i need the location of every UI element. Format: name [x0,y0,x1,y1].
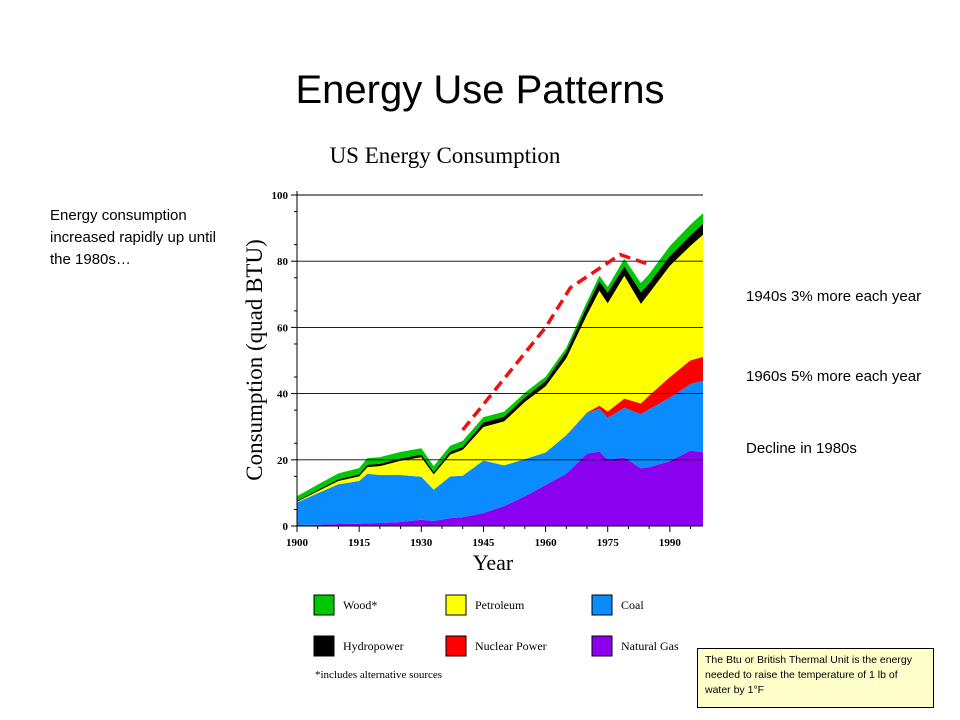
x-tick-label: 1945 [472,537,495,549]
legend-label-wood: Wood* [343,598,377,612]
x-axis-label: Year [473,550,514,575]
y-tick-label: 20 [277,455,289,467]
chart-legend: Wood* Petroleum Coal Hydropower Nuclear Powe… [313,594,679,657]
grid-layer [297,194,703,461]
x-tick-label: 1960 [535,537,558,549]
legend-swatch-natural-gas [591,635,613,657]
note-1940s-growth: 1940s 3% more each year [746,288,922,305]
x-tick-label: 1975 [597,537,620,549]
axis-layer: 0 20 40 60 80 100 1900 1915 1930 1945 1960 1975 1990 [272,190,703,549]
area-natural-gas [297,450,703,526]
legend-swatch-hydropower [313,635,335,657]
area-petroleum [297,234,703,503]
legend-swatch-coal [591,594,613,616]
legend-label-petroleum: Petroleum [475,598,525,612]
area-layer [297,213,703,526]
legend-label-nuclear-power: Nuclear Power [475,639,547,653]
y-tick-label: 100 [272,190,289,202]
note-1960s-growth: 1960s 5% more each year [746,368,922,385]
area-coal [297,380,703,525]
legend-label-coal: Coal [621,598,644,612]
chart-title: US Energy Consumption [330,143,561,168]
x-tick-label: 1900 [286,537,309,549]
trend-line [461,252,650,432]
legend-swatch-wood [313,594,335,616]
legend-label-hydropower: Hydropower [343,639,404,653]
y-tick-label: 0 [283,521,289,533]
y-tick-label: 60 [277,322,289,334]
trend-layer [461,252,650,432]
y-tick-label: 80 [277,256,289,268]
legend-swatch-petroleum [445,594,467,616]
x-tick-label: 1915 [348,537,371,549]
area-hydropower [297,223,703,502]
x-tick-label: 1930 [410,537,433,549]
x-tick-label: 1990 [659,537,682,549]
y-tick-label: 40 [277,389,289,401]
legend-swatch-nuclear-power [445,635,467,657]
note-1980s-decline: Decline in 1980s [746,440,857,457]
legend-label-natural-gas: Natural Gas [621,639,679,653]
chart-footnote: *includes alternative sources [315,669,442,681]
btu-definition-box: The Btu or British Thermal Unit is the e… [697,648,934,708]
note-energy-increase: Energy consumption increased rapidly up … [50,207,216,268]
slide-title: Energy Use Patterns [295,68,665,112]
y-axis-label: Consumption (quad BTU) [242,239,267,481]
